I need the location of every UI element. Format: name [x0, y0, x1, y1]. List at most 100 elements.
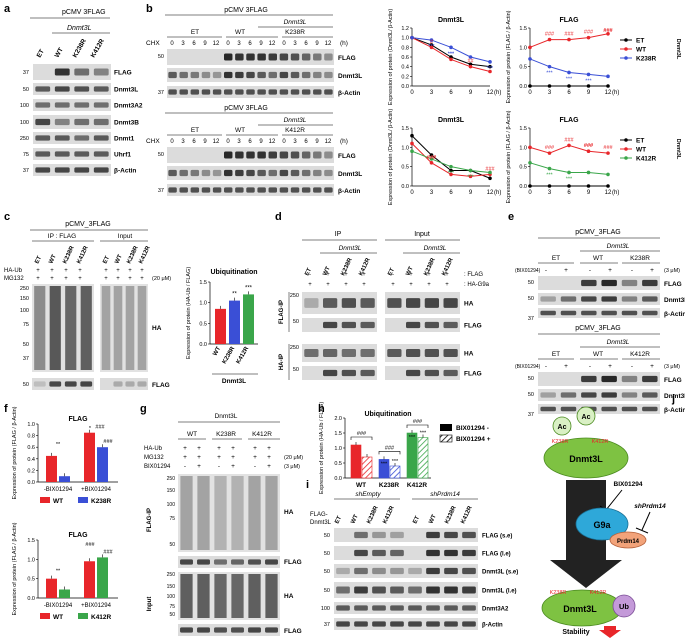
blot-strip	[33, 115, 111, 129]
panel-g-blot: Dnmt3L WT K238R K412R HA-Ub + + + + + + MG132 + + + + + +…	[144, 413, 303, 636]
blot-band	[35, 135, 51, 141]
blot-band	[268, 89, 277, 95]
blot-band	[268, 187, 277, 193]
blot-band	[424, 321, 439, 329]
legend-marker	[624, 38, 628, 42]
chart-title: Dnmt3L	[438, 117, 465, 124]
blot-band	[444, 605, 458, 611]
mw-marker: 50	[324, 588, 330, 594]
lane-label: K412R	[460, 505, 474, 525]
blot-band	[324, 151, 333, 159]
data-point	[606, 172, 610, 177]
blot-band	[290, 169, 300, 177]
legend-label: ET	[636, 138, 644, 145]
data-point	[410, 35, 414, 40]
row-label: FLAG-	[310, 512, 328, 518]
band-label: Dnmt3L (l.e)	[482, 589, 517, 595]
legend-label: ET	[636, 38, 644, 45]
time-label: 0	[170, 139, 174, 145]
y-tick-label: 0.5	[401, 165, 409, 171]
legend-marker	[624, 56, 628, 60]
mw-marker: 75	[23, 322, 29, 328]
plus-sign: -	[309, 272, 311, 278]
significance-mark: ***	[467, 175, 474, 181]
lane-label: ET	[34, 255, 43, 265]
y-tick-label: 1.2	[401, 26, 409, 32]
x-tick-label: 0	[410, 90, 414, 96]
y-tick-label: 0.5	[519, 65, 527, 71]
smear-lane	[125, 286, 135, 370]
blot-band	[323, 321, 338, 329]
blot-strip	[302, 318, 377, 332]
chart-title: FLAG	[68, 416, 88, 423]
chx-label: CHX	[146, 138, 160, 145]
y-tick-label: 0.4	[401, 65, 409, 71]
plus-sign: +	[116, 276, 120, 282]
blot-band	[74, 151, 90, 157]
group-label: Dnmt3L	[607, 339, 630, 346]
x-tick-label: 0	[528, 90, 532, 96]
time-label: 0	[226, 41, 230, 47]
panel-b-blots: pCMV 3FLAG Dnmt3L ET WT K238R CHX (h) 0 3 6 9 12 0 3 6…	[146, 7, 362, 196]
bar	[59, 589, 70, 598]
blot-band	[235, 71, 244, 79]
y-tick-label: 0.5	[27, 577, 35, 583]
significance-mark: ###	[103, 439, 113, 445]
blot-strip	[178, 624, 280, 636]
data-point	[586, 35, 591, 40]
y-tick-label: 0.5	[199, 321, 207, 327]
plus-sign: +	[608, 363, 612, 370]
blot-band	[313, 187, 322, 193]
plus-sign: +	[362, 272, 366, 278]
significance-mark: **	[232, 292, 237, 298]
time-label: 6	[304, 139, 308, 145]
y-axis-label: Expression of protein (FLAG / β-Actin)	[12, 522, 18, 615]
blot-band	[268, 53, 277, 61]
smear-lane	[214, 574, 227, 618]
blot-band	[113, 381, 123, 387]
blot-band	[279, 187, 289, 193]
row-label: Dnmt3L	[310, 520, 332, 526]
plus-sign: +	[267, 445, 271, 452]
blot-band	[336, 586, 350, 594]
smear-lane	[34, 286, 46, 370]
plus-sign: +	[128, 268, 132, 274]
time-label: 9	[315, 41, 319, 47]
panel-f-charts: FLAG 0.0 0.2 0.4 0.6 0.8 1.0 Expression of prot…	[12, 406, 118, 621]
blot-band	[408, 567, 422, 575]
lane-label: WT	[48, 254, 58, 265]
lane-label: WT	[54, 47, 65, 59]
plus-sign: -	[392, 272, 394, 278]
blot-band	[406, 321, 421, 329]
mw-marker: 50	[23, 382, 29, 388]
plus-sign: +	[197, 463, 201, 470]
blot-band	[406, 349, 421, 357]
x-tick-label: K238R	[222, 345, 237, 365]
inhibition-line	[641, 511, 651, 531]
plus-sign: +	[564, 267, 568, 274]
plus-sign: +	[231, 454, 235, 461]
blot-band	[74, 68, 90, 76]
blot-band	[390, 586, 404, 594]
mw-marker: 100	[167, 502, 176, 508]
blot-band	[540, 310, 556, 316]
blot-band	[35, 118, 51, 126]
band-label: FLAG	[664, 377, 682, 384]
significance-mark: ###	[85, 542, 95, 548]
significance-mark: ###	[413, 419, 423, 425]
lane-label: WT	[428, 514, 438, 525]
mw-marker: 50	[169, 542, 175, 548]
plus-sign: +	[140, 276, 144, 282]
data-point	[528, 57, 532, 61]
treatment-label: BIX01294	[144, 464, 171, 470]
blot-band	[49, 381, 62, 387]
blot-band	[372, 549, 386, 557]
unit-label: (h)	[340, 138, 348, 145]
y-tick-label: 0.0	[199, 342, 207, 348]
blot-band	[54, 167, 70, 173]
smear-lane	[197, 476, 210, 550]
blot-band	[93, 151, 109, 157]
blot-band	[235, 187, 244, 193]
blot-band	[93, 68, 109, 76]
